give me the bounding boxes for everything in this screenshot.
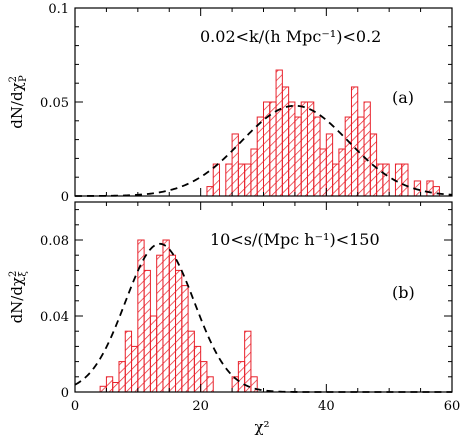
- hist-bar: [244, 330, 252, 393]
- y-label-main-a: dN/dχ: [8, 82, 26, 128]
- y-label-sub-b: ξ: [18, 271, 29, 277]
- y-tick-label: 0.04: [40, 310, 69, 325]
- hist-bar: [181, 285, 189, 393]
- histogram-b: [99, 239, 258, 393]
- hist-bar: [332, 163, 340, 197]
- hist-bar: [231, 133, 239, 197]
- hist-bar: [212, 163, 221, 197]
- panel-label-b: (b): [392, 283, 415, 302]
- y-ticks-b: 0 0.04 0.08: [40, 209, 452, 401]
- hist-bar: [187, 330, 195, 393]
- hist-bar: [225, 163, 233, 197]
- hist-bar: [118, 361, 126, 393]
- hist-bar: [149, 315, 158, 393]
- y-ticks-a: 0 0.05 0.1: [40, 2, 452, 205]
- hist-bar: [162, 239, 170, 393]
- panel-label-a: (a): [392, 88, 414, 107]
- hist-bar: [237, 361, 246, 393]
- hist-bar: [206, 186, 214, 197]
- y-label-main-b: dN/dχ: [8, 277, 26, 323]
- y-label-sup-a: 2: [8, 76, 19, 82]
- hist-bar: [193, 345, 202, 393]
- hist-bar: [112, 382, 120, 393]
- hist-bar: [300, 101, 308, 197]
- hist-bar: [288, 101, 296, 197]
- hist-bar: [344, 116, 352, 197]
- hist-bar: [131, 345, 139, 393]
- hist-bar: [206, 376, 214, 393]
- hist-bar: [432, 186, 440, 197]
- hist-bar: [394, 163, 403, 197]
- hist-bar: [269, 101, 277, 197]
- hist-bar: [319, 148, 327, 197]
- y-tick-label: 0.08: [40, 234, 69, 249]
- panel-b: 0 0.04 0.08 10<s/(Mpc h⁻¹)<150 (b) dN/dχ2ξ: [8, 201, 453, 401]
- x-tick-label: 20: [192, 399, 209, 414]
- annotation-b: 10<s/(Mpc h⁻¹)<150: [210, 230, 380, 249]
- hist-bar: [256, 116, 265, 197]
- hist-bar: [250, 148, 258, 197]
- x-tick-labels: 0 20 40 60: [71, 399, 460, 414]
- y-label-sup-b: 2: [8, 271, 19, 277]
- hist-bar: [244, 163, 252, 197]
- x-tick-label: 40: [318, 399, 335, 414]
- y-tick-label: 0: [61, 190, 69, 205]
- hist-bar: [237, 163, 246, 197]
- hist-bar: [99, 385, 107, 393]
- hist-bar: [376, 163, 384, 197]
- annotation-a: 0.02<k/(h Mpc⁻¹)<0.2: [200, 27, 381, 46]
- hist-bar: [313, 116, 321, 197]
- hist-bar: [401, 163, 409, 197]
- y-tick-label: 0.05: [40, 96, 69, 111]
- x-tick-label: 60: [444, 399, 461, 414]
- hist-bar: [137, 239, 145, 393]
- hist-bar: [275, 69, 283, 197]
- y-axis-label-b: dN/dχ2ξ: [8, 271, 29, 324]
- hist-bar: [156, 254, 164, 393]
- hist-bar: [363, 101, 371, 197]
- x-ticks-b: [74, 202, 453, 392]
- histogram-a: [206, 69, 440, 197]
- panel-a: 0 0.05 0.1 0.02<k/(h Mpc⁻¹)<0.2 (a) dN/dχ2…: [8, 2, 453, 205]
- x-ticks-a: [74, 8, 453, 196]
- hist-bar: [325, 133, 334, 197]
- hist-bar: [200, 361, 208, 393]
- hist-bar: [338, 148, 346, 197]
- y-tick-label: 0.1: [48, 2, 69, 17]
- y-axis-label-a: dN/dχ2P: [8, 75, 29, 129]
- x-axis-label: χ²: [254, 418, 269, 436]
- hist-bar: [382, 163, 390, 197]
- x-tick-label: 0: [71, 399, 79, 414]
- hist-bar: [168, 254, 177, 393]
- hist-bar: [306, 101, 315, 197]
- y-label-sub-a: P: [18, 75, 29, 82]
- hist-bar: [105, 376, 114, 393]
- hist-bar: [124, 330, 133, 393]
- hist-bar: [294, 116, 302, 197]
- hist-bar: [350, 86, 359, 197]
- hist-bar: [175, 269, 183, 393]
- hist-bar: [426, 180, 434, 197]
- hist-bar: [281, 86, 290, 197]
- hist-bar: [143, 269, 151, 393]
- y-tick-label: 0: [61, 386, 69, 401]
